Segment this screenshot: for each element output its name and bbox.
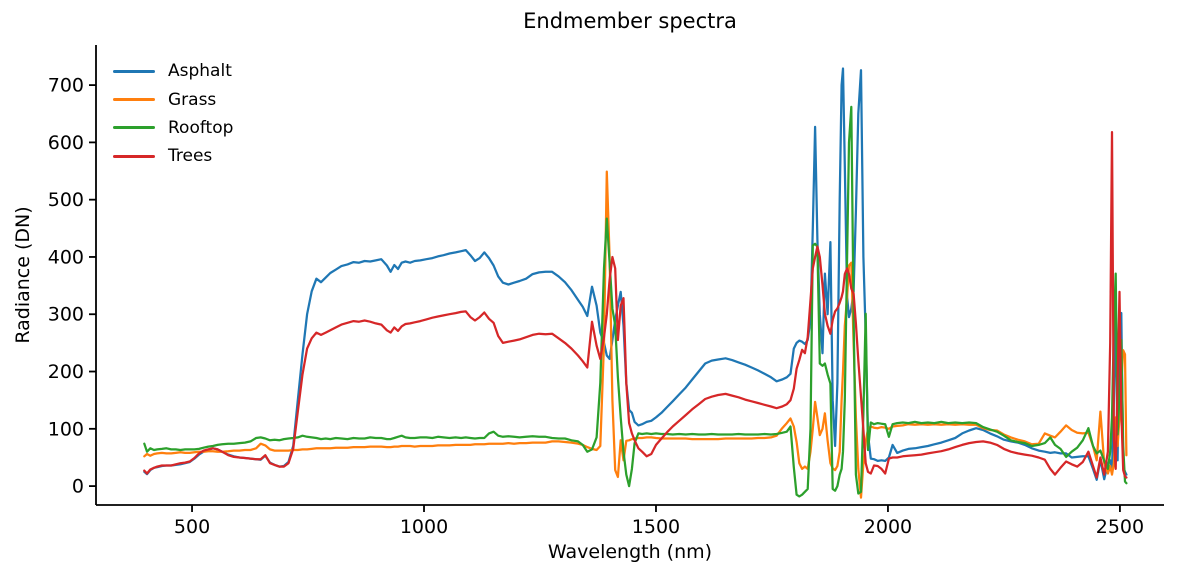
y-tick-label: 600 <box>48 132 84 154</box>
legend-label-rooftop: Rooftop <box>168 117 234 138</box>
rooftop-line-swatch <box>113 126 155 130</box>
x-tick-label: 500 <box>174 516 210 538</box>
grass-line-swatch <box>113 98 155 102</box>
series-line-trees <box>143 130 1128 479</box>
legend-label-asphalt: Asphalt <box>168 61 232 82</box>
series-line-rooftop <box>143 105 1128 498</box>
y-tick-label: 200 <box>48 361 84 383</box>
trees-line-swatch <box>113 154 155 158</box>
y-tick-label: 100 <box>48 418 84 440</box>
y-tick-label: 0 <box>72 476 84 498</box>
legend-item-asphalt: Asphalt <box>113 57 233 85</box>
x-axis-label: Wavelength (nm) <box>547 541 713 563</box>
series-line-asphalt <box>143 67 1128 481</box>
y-tick-label: 700 <box>48 75 84 97</box>
chart-title: Endmember spectra <box>523 9 737 33</box>
asphalt-line-swatch <box>113 69 155 73</box>
series-line-grass <box>143 170 1128 499</box>
y-tick-label: 400 <box>48 246 84 268</box>
y-tick-label: 300 <box>48 304 84 326</box>
y-axis-label: Radiance (DN) <box>12 206 34 344</box>
legend-label-trees: Trees <box>168 146 213 167</box>
y-tick-label: 500 <box>48 189 84 211</box>
x-tick-label: 2000 <box>864 516 912 538</box>
x-tick-label: 2500 <box>1096 516 1144 538</box>
x-tick-label: 1000 <box>400 516 448 538</box>
legend-item-grass: Grass <box>113 85 233 113</box>
legend-item-rooftop: Rooftop <box>113 114 233 142</box>
legend-label-grass: Grass <box>168 89 217 110</box>
legend-item-trees: Trees <box>113 142 233 170</box>
x-tick-label: 1500 <box>632 516 680 538</box>
legend: Asphalt Grass Rooftop Trees <box>113 57 233 171</box>
